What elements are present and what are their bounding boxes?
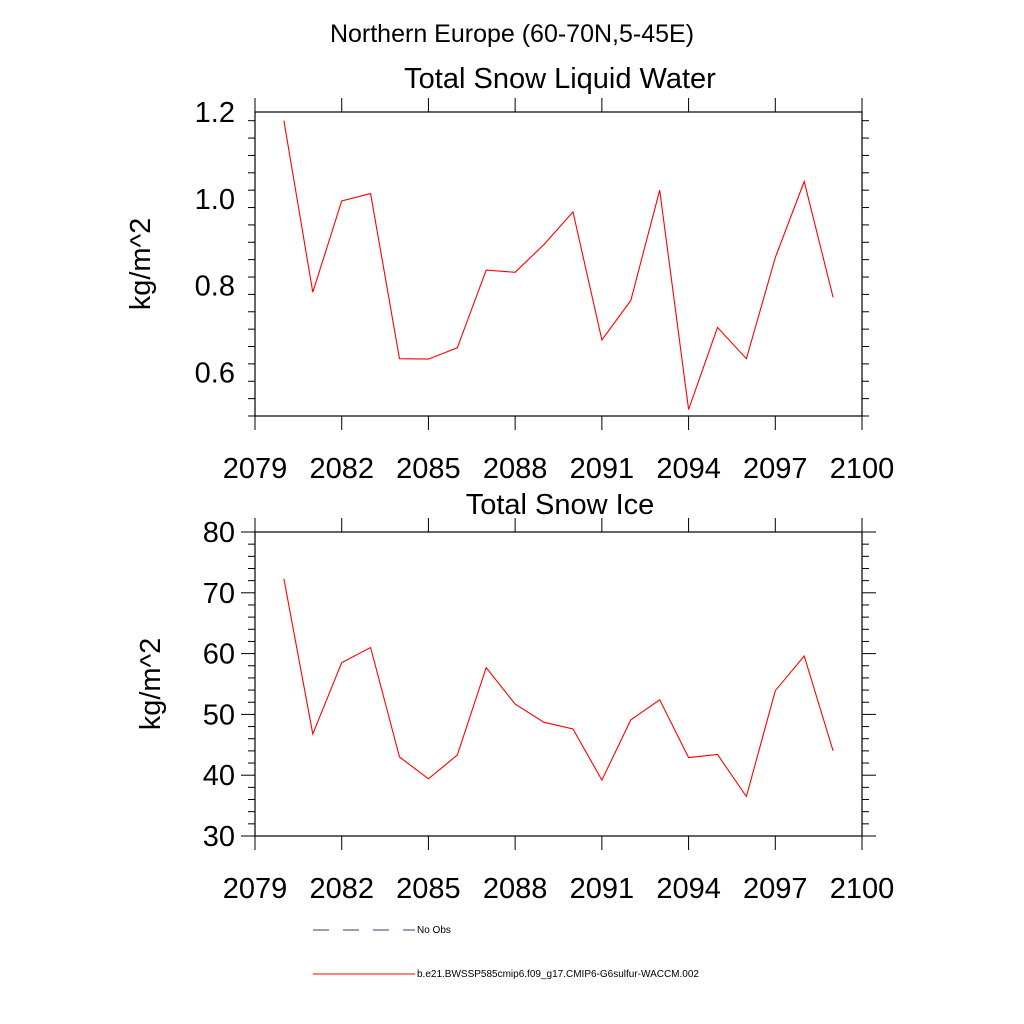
y-tick-label: 30 bbox=[203, 821, 235, 853]
legend-item-model-run: b.e21.BWSSP585cmip6.f09_g17.CMIP6-G6sulf… bbox=[313, 969, 699, 980]
legend-label: No Obs bbox=[417, 925, 451, 936]
y-tick-label: 40 bbox=[203, 760, 235, 792]
x-tick-label: 2082 bbox=[309, 453, 374, 485]
series-line bbox=[283, 578, 834, 798]
chart-panel-liquid-water: Total Snow Liquid Water kg/m^2 2079 2082 2… bbox=[125, 63, 894, 485]
plot-frame bbox=[254, 531, 863, 837]
x-tick-label: 2091 bbox=[570, 453, 635, 485]
x-tick-label: 2082 bbox=[309, 873, 374, 905]
plot-frame bbox=[254, 111, 863, 417]
x-tick-label: 2079 bbox=[223, 873, 288, 905]
x-tick-label: 2097 bbox=[743, 873, 808, 905]
y-tick-label: 50 bbox=[203, 699, 235, 731]
x-tick-label: 2088 bbox=[483, 873, 548, 905]
series-line bbox=[283, 120, 834, 410]
x-tick-label: 2085 bbox=[396, 453, 461, 485]
y-tick-label: 80 bbox=[203, 517, 235, 549]
y-axis-label: kg/m^2 bbox=[125, 218, 157, 311]
chart-title: Total Snow Liquid Water bbox=[404, 63, 716, 95]
legend: No Obs b.e21.BWSSP585cmip6.f09_g17.CMIP6… bbox=[313, 925, 699, 980]
x-tick-label: 2100 bbox=[830, 453, 895, 485]
y-tick-label: 60 bbox=[203, 639, 235, 671]
x-tick-label: 2085 bbox=[396, 873, 461, 905]
x-tick-label: 2097 bbox=[743, 453, 808, 485]
x-tick-label: 2079 bbox=[223, 453, 288, 485]
page-title: Northern Europe (60-70N,5-45E) bbox=[330, 20, 694, 48]
x-tick-label: 2088 bbox=[483, 453, 548, 485]
x-tick-label: 2091 bbox=[570, 873, 635, 905]
y-tick-label: 1.0 bbox=[195, 184, 235, 216]
chart-title: Total Snow Ice bbox=[466, 489, 655, 521]
x-tick-label: 2094 bbox=[656, 453, 721, 485]
y-axis-label: kg/m^2 bbox=[135, 638, 167, 731]
legend-label: b.e21.BWSSP585cmip6.f09_g17.CMIP6-G6sulf… bbox=[417, 969, 699, 980]
y-tick-label: 0.6 bbox=[195, 358, 235, 390]
x-tick-label: 2100 bbox=[830, 873, 895, 905]
legend-item-no-obs: No Obs bbox=[313, 925, 451, 936]
y-tick-label: 70 bbox=[203, 578, 235, 610]
y-tick-label: 0.8 bbox=[195, 271, 235, 303]
y-tick-label: 1.2 bbox=[195, 97, 235, 129]
x-tick-label: 2094 bbox=[656, 873, 721, 905]
chart-panel-snow-ice: Total Snow Ice kg/m^2 2079 2082 2085 2088 20… bbox=[135, 489, 894, 905]
